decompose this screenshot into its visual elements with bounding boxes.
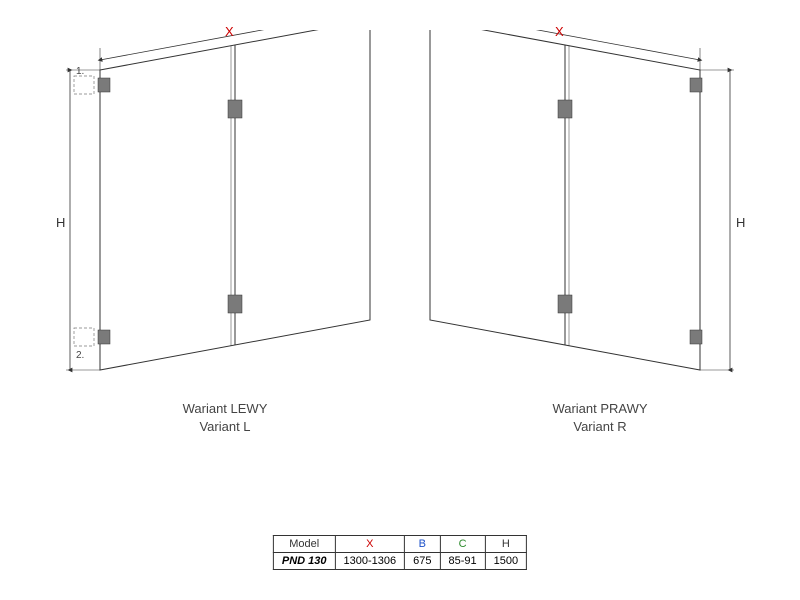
col-b: B: [405, 536, 440, 553]
cell-model: PND 130: [273, 553, 335, 570]
dim-x-label-left: X: [225, 24, 234, 39]
caption-left-line1: Wariant LEWY: [183, 401, 268, 416]
variant-right: X H Wariant PRAWY Variant R: [410, 30, 740, 395]
variant-left: X H 1. 2. Wariant LEWY Variant L: [60, 30, 390, 395]
col-h: H: [485, 536, 526, 553]
cell-h: 1500: [485, 553, 526, 570]
col-c: C: [440, 536, 485, 553]
diagram-area: X H 1. 2. Wariant LEWY Variant L: [60, 30, 740, 450]
caption-right-line1: Wariant PRAWY: [552, 401, 647, 416]
marker-1: 1.: [76, 66, 84, 77]
table-row: PND 130 1300-1306 675 85-91 1500: [273, 553, 526, 570]
table-header-row: Model X B C H: [273, 536, 526, 553]
variant-right-svg: [410, 30, 740, 390]
dim-x-label-right: X: [555, 24, 564, 39]
dimension-table: Model X B C H PND 130 1300-1306 675 85-9…: [273, 535, 527, 570]
col-x: X: [335, 536, 405, 553]
dim-h-label-right: H: [736, 215, 745, 230]
caption-left: Wariant LEWY Variant L: [150, 400, 300, 436]
caption-left-line2: Variant L: [199, 419, 250, 434]
marker-2: 2.: [76, 350, 84, 361]
cell-x: 1300-1306: [335, 553, 405, 570]
dimension-table-wrap: Model X B C H PND 130 1300-1306 675 85-9…: [273, 535, 527, 570]
caption-right-line2: Variant R: [573, 419, 626, 434]
cell-b: 675: [405, 553, 440, 570]
dim-h-label-left: H: [56, 215, 65, 230]
col-model: Model: [273, 536, 335, 553]
cell-c: 85-91: [440, 553, 485, 570]
variant-left-svg: [60, 30, 390, 390]
caption-right: Wariant PRAWY Variant R: [520, 400, 680, 436]
